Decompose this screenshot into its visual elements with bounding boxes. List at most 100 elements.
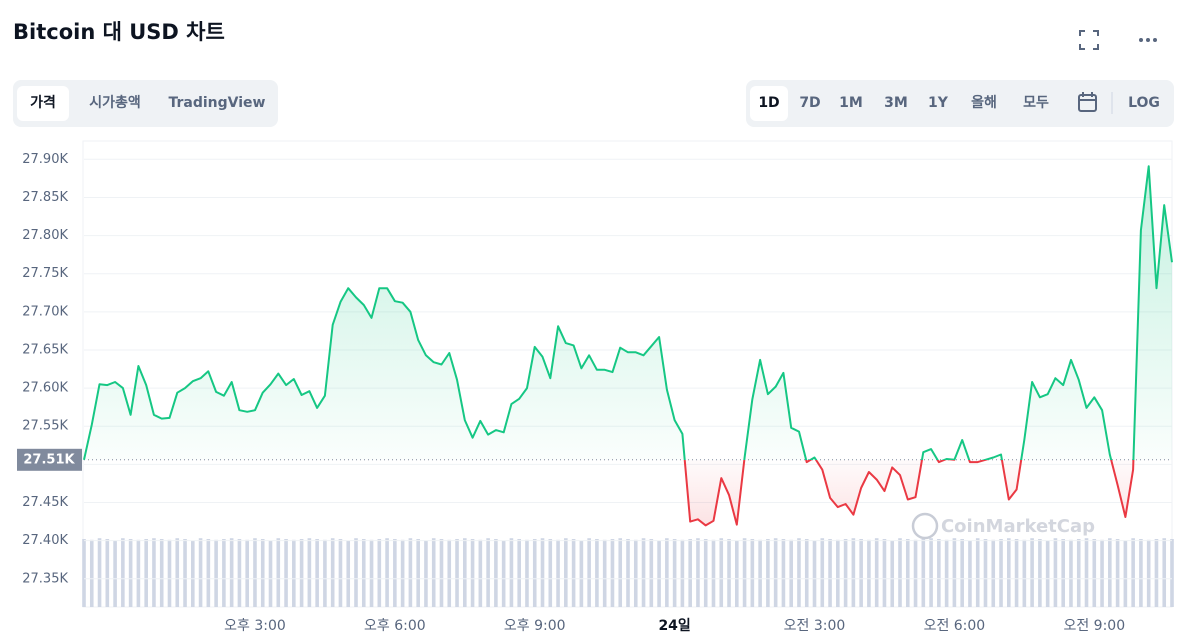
volume-bar xyxy=(999,539,1003,607)
volume-bar xyxy=(587,538,591,607)
volume-bar xyxy=(470,539,475,607)
volume-bar xyxy=(548,539,553,607)
volume-bar xyxy=(284,539,288,607)
volume-bar xyxy=(478,539,483,607)
volume-bar xyxy=(525,539,529,607)
volume-bar xyxy=(369,539,374,607)
volume-bar xyxy=(812,540,817,607)
volume-bar xyxy=(610,539,615,607)
volume-bar xyxy=(276,538,281,607)
volume-bar xyxy=(1045,540,1050,607)
volume-bar xyxy=(905,539,910,607)
volume-bar xyxy=(97,538,102,607)
baseline-label-box xyxy=(17,448,82,471)
x-tick-label: 오후 9:00 xyxy=(504,618,566,634)
range-active xyxy=(750,86,788,121)
volume-bar xyxy=(152,538,156,607)
volume-bar xyxy=(929,538,933,607)
volume-bar xyxy=(191,540,195,607)
volume-bar xyxy=(253,538,257,607)
volume-bar xyxy=(455,539,459,607)
baseline-label: 27.51K xyxy=(23,452,75,467)
volume-bar xyxy=(268,540,273,607)
log-button[interactable]: LOG xyxy=(1128,95,1160,111)
volume-bar xyxy=(517,539,521,607)
volume-bar xyxy=(797,538,801,607)
y-tick-label: 27.45K xyxy=(22,495,68,510)
volume-bar xyxy=(1170,539,1174,607)
volume-bar xyxy=(781,539,786,607)
volume-bar xyxy=(975,538,980,607)
volume-bar xyxy=(245,539,249,607)
volume-bar xyxy=(1100,539,1104,607)
volume-bar xyxy=(159,539,164,607)
volume-bar xyxy=(532,539,537,607)
volume-bar xyxy=(1022,539,1027,607)
range-button[interactable]: 7D xyxy=(799,95,820,111)
volume-bar xyxy=(1007,538,1011,607)
volume-bar xyxy=(1076,539,1081,607)
y-tick-label: 27.35K xyxy=(22,571,68,586)
price-line xyxy=(83,165,1173,527)
volume-bar xyxy=(711,539,716,607)
volume-bar xyxy=(874,538,879,607)
volume-bar xyxy=(183,539,187,607)
range-button[interactable]: 1D xyxy=(758,95,779,111)
volume-bar xyxy=(175,538,180,607)
volume-bar xyxy=(447,539,452,607)
volume-bar xyxy=(1061,539,1065,607)
volume-bar xyxy=(113,540,117,607)
volume-bar xyxy=(703,539,708,607)
x-tick-label: 오전 6:00 xyxy=(924,618,986,634)
watermark-logo xyxy=(911,512,939,540)
volume-bar xyxy=(890,540,895,607)
range-button[interactable]: 3M xyxy=(884,95,908,111)
volume-bar xyxy=(649,539,654,607)
volume-bar xyxy=(292,539,296,607)
volume-bar xyxy=(540,538,545,607)
volume-bar xyxy=(626,539,630,607)
x-tick-label: 오전 9:00 xyxy=(1063,618,1125,634)
range-button[interactable]: 1Y xyxy=(928,95,949,111)
volume-bar xyxy=(144,539,148,607)
volume-bar xyxy=(121,538,125,607)
range-button[interactable]: 올해 xyxy=(971,94,997,111)
y-tick-label: 27.40K xyxy=(22,533,68,548)
volume-bar xyxy=(89,539,94,607)
volume-bar xyxy=(719,538,724,607)
volume-bar xyxy=(1154,539,1159,607)
volume-bar xyxy=(921,539,926,607)
volume-bar xyxy=(237,539,242,607)
x-tick-label: 오후 6:00 xyxy=(364,618,426,634)
volume-bar xyxy=(222,539,226,607)
volume-bar xyxy=(229,538,234,607)
volume-bar xyxy=(735,540,739,607)
volume-bar xyxy=(424,540,428,607)
volume-bar xyxy=(1131,538,1135,607)
volume-bar xyxy=(82,539,86,607)
y-tick-label: 27.55K xyxy=(22,419,68,434)
calendar-icon[interactable] xyxy=(1078,92,1097,112)
more-icon[interactable] xyxy=(1139,38,1157,42)
x-tick-label: 24일 xyxy=(658,618,690,634)
volume-bar xyxy=(991,539,996,607)
tab[interactable]: 가격 xyxy=(30,94,56,111)
volume-bar xyxy=(105,539,110,607)
volume-bar xyxy=(393,539,397,607)
tab[interactable]: TradingView xyxy=(169,95,266,111)
volume-bar xyxy=(688,539,692,607)
range-button[interactable]: 1M xyxy=(839,95,863,111)
y-tick-label: 27.70K xyxy=(22,304,68,319)
volume-bar xyxy=(898,538,902,607)
tab[interactable]: 시가총액 xyxy=(89,94,141,111)
volume-bar xyxy=(571,539,576,607)
volume-bar xyxy=(1115,539,1120,607)
volume-bar xyxy=(1030,538,1034,607)
volume-bar xyxy=(773,538,778,607)
volume-bar xyxy=(167,539,172,607)
fullscreen-icon[interactable] xyxy=(1079,30,1099,50)
range-button[interactable]: 모두 xyxy=(1023,95,1049,111)
tab-group xyxy=(13,80,278,127)
volume-bar xyxy=(408,538,413,607)
